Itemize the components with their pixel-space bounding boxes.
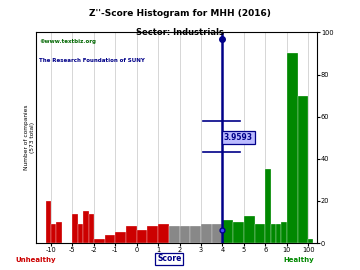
Bar — [126, 226, 137, 243]
Bar — [233, 222, 244, 243]
Bar — [222, 220, 233, 243]
Bar — [212, 224, 222, 243]
Bar — [282, 222, 287, 243]
Bar — [148, 226, 158, 243]
Text: Number of companies
(573 total): Number of companies (573 total) — [24, 105, 35, 170]
Text: The Research Foundation of SUNY: The Research Foundation of SUNY — [39, 58, 145, 63]
Bar — [190, 226, 201, 243]
Bar — [51, 224, 57, 243]
Bar — [94, 239, 105, 243]
Text: Unhealthy: Unhealthy — [16, 257, 56, 263]
Bar — [271, 224, 276, 243]
Bar — [105, 235, 115, 243]
Bar — [297, 96, 308, 243]
Text: Score: Score — [157, 254, 181, 263]
Bar — [57, 222, 62, 243]
Bar — [78, 224, 83, 243]
Bar — [265, 169, 271, 243]
Bar — [137, 230, 148, 243]
Bar — [308, 239, 312, 243]
Bar — [169, 226, 180, 243]
Text: Z''-Score Histogram for MHH (2016): Z''-Score Histogram for MHH (2016) — [89, 9, 271, 18]
Bar — [255, 224, 265, 243]
Bar — [276, 224, 282, 243]
Text: 3.9593: 3.9593 — [224, 133, 253, 142]
Bar — [158, 224, 169, 243]
Bar — [46, 201, 51, 243]
Bar — [180, 226, 190, 243]
Bar — [115, 232, 126, 243]
Bar — [201, 224, 212, 243]
Bar — [83, 211, 89, 243]
Bar — [287, 53, 297, 243]
Bar — [244, 216, 255, 243]
Text: ©www.textbiz.org: ©www.textbiz.org — [39, 39, 96, 44]
Text: Sector: Industrials: Sector: Industrials — [136, 28, 224, 37]
Bar — [89, 214, 94, 243]
Text: Healthy: Healthy — [283, 257, 314, 263]
Bar — [72, 214, 78, 243]
